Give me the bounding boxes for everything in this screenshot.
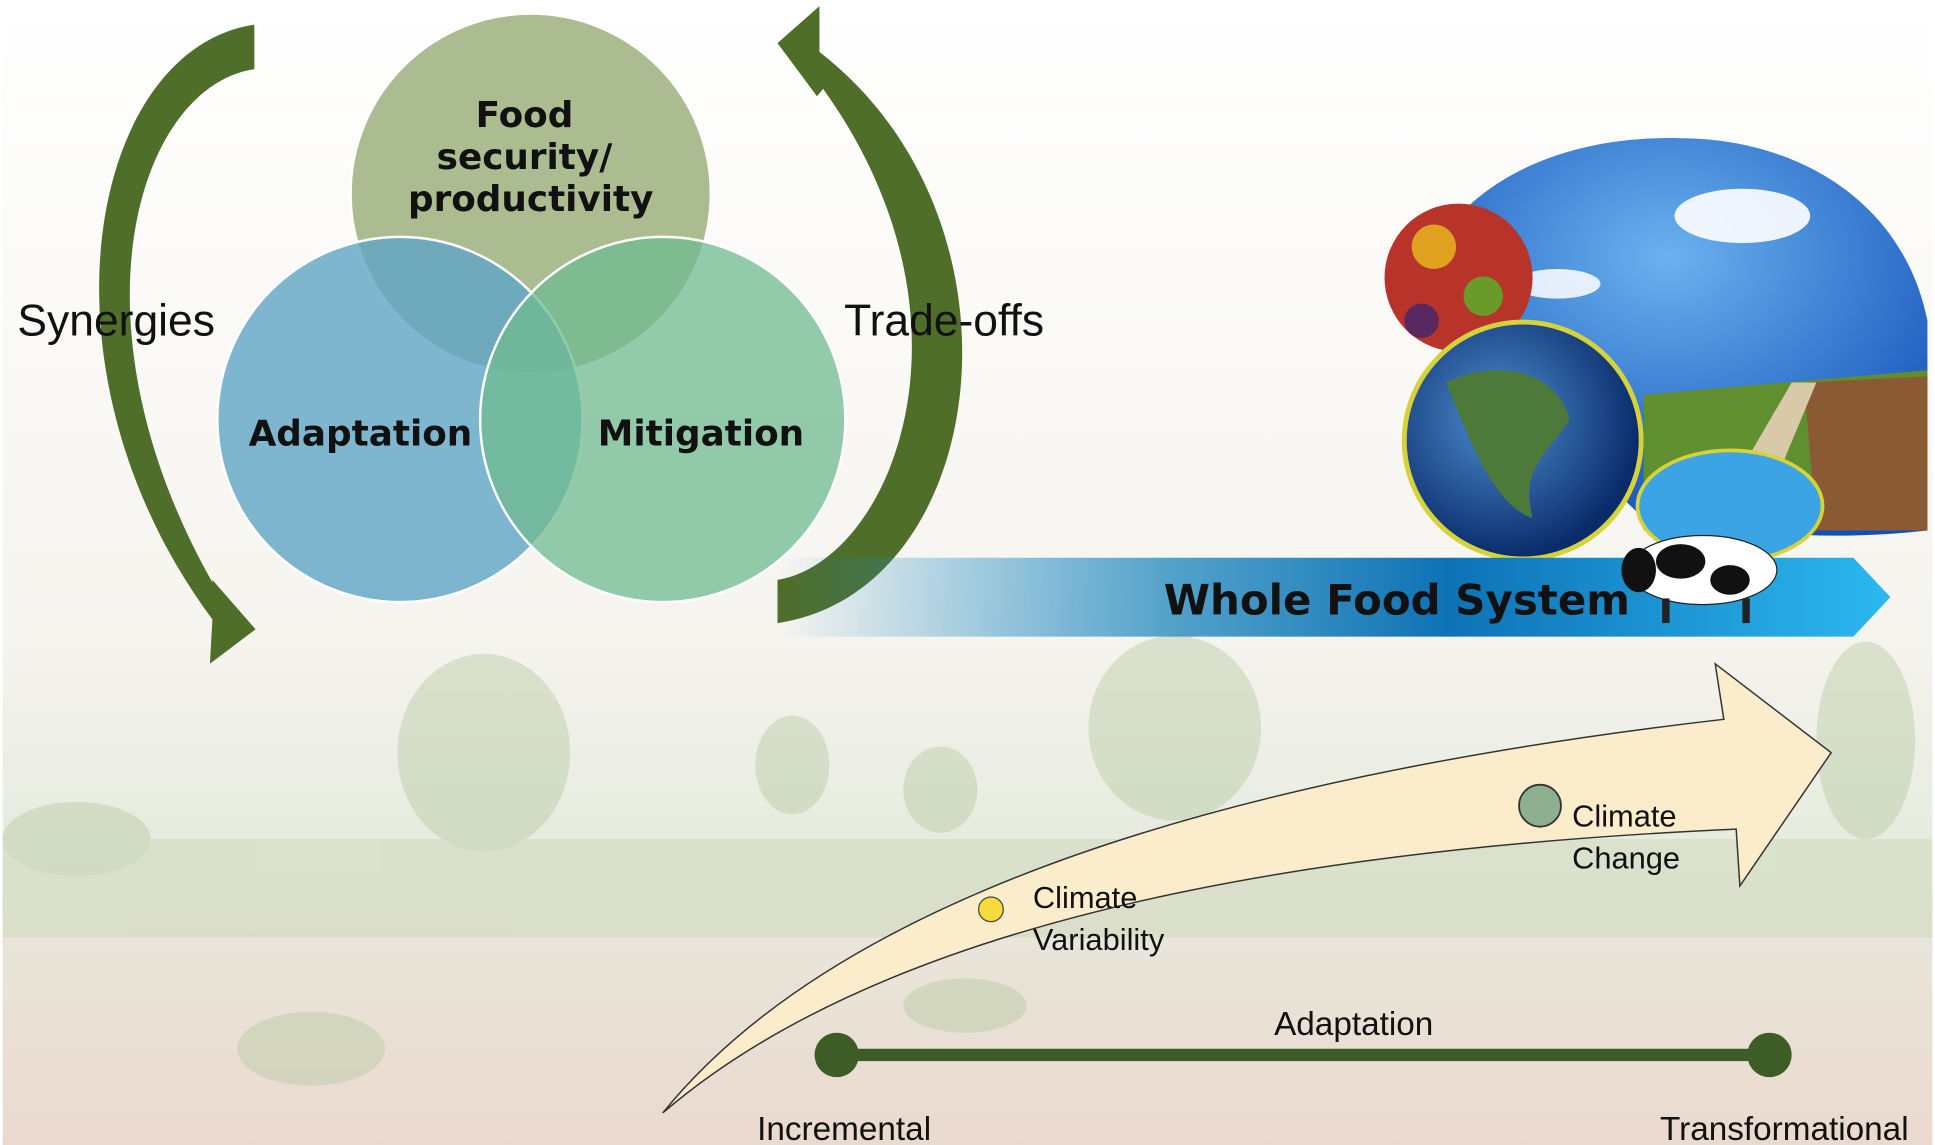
change-line: Climate <box>1572 799 1677 834</box>
venn-label: Mitigation <box>598 413 804 454</box>
change-icon <box>1519 785 1561 827</box>
page: Food security/ productivity Adaptation M… <box>0 0 1935 1145</box>
scale-end <box>815 1033 859 1077</box>
tradeoffs-label: Trade-offs <box>844 297 1044 346</box>
banner-label: Whole Food System <box>1164 575 1630 624</box>
variability-icon <box>979 897 1004 922</box>
scale-start-label: Incremental <box>757 1111 931 1145</box>
venn-label: Adaptation <box>249 413 473 454</box>
scale-title: Adaptation <box>1274 1006 1433 1043</box>
scale-end-label: Transformational <box>1660 1111 1909 1145</box>
diagram: Food security/ productivity Adaptation M… <box>0 0 1935 1145</box>
variability-line: Climate <box>1033 880 1138 915</box>
synergies-label: Synergies <box>17 297 214 346</box>
venn-label-line: productivity <box>408 179 653 220</box>
venn-label-line: Food <box>476 95 574 136</box>
scale-end <box>1747 1033 1791 1077</box>
venn-label-line: security/ <box>437 137 614 178</box>
change-line: Change <box>1572 841 1680 876</box>
variability-line: Variability <box>1033 922 1165 957</box>
